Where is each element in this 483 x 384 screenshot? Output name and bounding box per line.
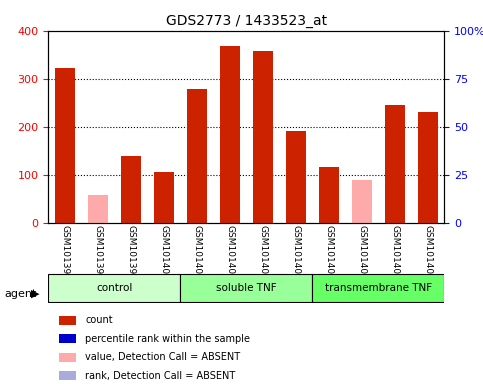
Bar xyxy=(154,172,174,223)
Text: transmembrane TNF: transmembrane TNF xyxy=(325,283,432,293)
Text: control: control xyxy=(96,283,132,293)
Text: GSM101408: GSM101408 xyxy=(291,225,300,280)
Text: GSM101401: GSM101401 xyxy=(325,225,333,280)
Text: GSM101400: GSM101400 xyxy=(159,225,168,280)
Text: GSM101403: GSM101403 xyxy=(390,225,399,280)
Bar xyxy=(59,353,76,362)
Text: GSM101404: GSM101404 xyxy=(424,225,432,280)
Bar xyxy=(55,68,75,223)
Bar xyxy=(59,371,76,380)
Text: GSM101405: GSM101405 xyxy=(192,225,201,280)
Text: percentile rank within the sample: percentile rank within the sample xyxy=(85,334,250,344)
Bar xyxy=(253,51,273,223)
Title: GDS2773 / 1433523_at: GDS2773 / 1433523_at xyxy=(166,14,327,28)
Text: count: count xyxy=(85,315,113,325)
Text: GSM101402: GSM101402 xyxy=(357,225,366,280)
Text: GSM101406: GSM101406 xyxy=(226,225,234,280)
Bar xyxy=(187,89,207,223)
Text: agent: agent xyxy=(5,289,37,299)
Bar xyxy=(418,112,438,223)
Text: value, Detection Call = ABSENT: value, Detection Call = ABSENT xyxy=(85,352,240,362)
Text: rank, Detection Call = ABSENT: rank, Detection Call = ABSENT xyxy=(85,371,235,381)
FancyBboxPatch shape xyxy=(313,274,444,302)
Text: GSM101399: GSM101399 xyxy=(127,225,135,280)
Text: soluble TNF: soluble TNF xyxy=(216,283,277,293)
Bar xyxy=(121,156,141,223)
Bar xyxy=(59,334,76,343)
Text: GSM101407: GSM101407 xyxy=(258,225,267,280)
Text: GSM101397: GSM101397 xyxy=(60,225,69,280)
Bar xyxy=(88,195,108,223)
Bar xyxy=(319,167,339,223)
FancyBboxPatch shape xyxy=(48,274,180,302)
Bar xyxy=(59,316,76,325)
Bar xyxy=(352,180,372,223)
Text: ▶: ▶ xyxy=(31,289,40,299)
FancyBboxPatch shape xyxy=(180,274,313,302)
Bar xyxy=(385,104,405,223)
Bar xyxy=(220,46,240,223)
Bar xyxy=(286,131,306,223)
Text: GSM101398: GSM101398 xyxy=(93,225,102,280)
